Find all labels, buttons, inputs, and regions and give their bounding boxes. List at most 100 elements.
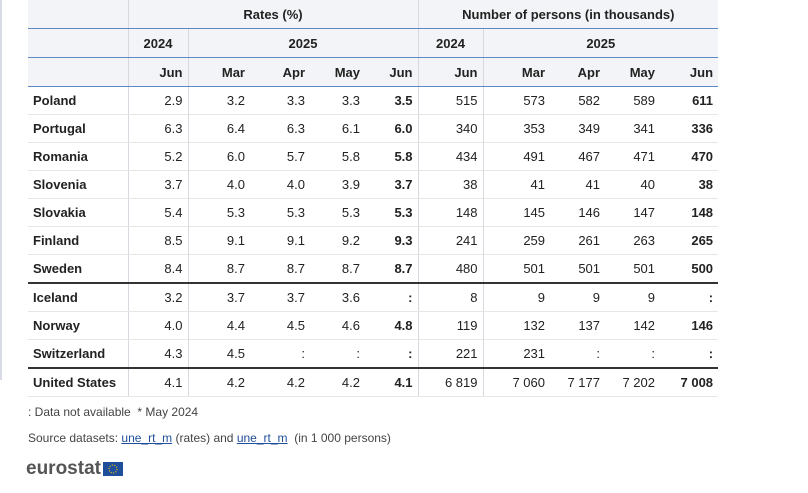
table-cell: 7 008 bbox=[660, 367, 719, 397]
table-cell: 4.3 bbox=[127, 339, 188, 369]
table-cell: 3.7 bbox=[250, 282, 310, 312]
table-cell: : bbox=[250, 339, 310, 369]
table-cell: 8.5 bbox=[127, 226, 188, 255]
table-cell: 8.7 bbox=[310, 254, 365, 284]
table-cell: 7 060 bbox=[482, 367, 551, 397]
corner-cell bbox=[28, 57, 128, 87]
table-cell: 241 bbox=[417, 226, 484, 255]
row-label: Finland bbox=[28, 226, 128, 255]
table-cell: 148 bbox=[417, 198, 484, 227]
source-text: (rates) and bbox=[175, 431, 234, 445]
group-header: Rates (%) bbox=[127, 0, 419, 29]
table-cell: 41 bbox=[482, 170, 551, 199]
table-cell: 611 bbox=[660, 86, 719, 115]
table-cell: 8.7 bbox=[250, 254, 310, 284]
table-cell: 9 bbox=[482, 282, 551, 312]
table-cell: 4.1 bbox=[127, 367, 188, 397]
table-cell: 3.3 bbox=[310, 86, 365, 115]
table-cell: 5.7 bbox=[250, 142, 310, 171]
row-label: Romania bbox=[28, 142, 128, 171]
row-label: Slovenia bbox=[28, 170, 128, 199]
corner-cell bbox=[28, 28, 128, 58]
table-cell: 6.4 bbox=[187, 114, 250, 143]
table-cell: 3.7 bbox=[365, 170, 419, 199]
table-cell: 5.8 bbox=[310, 142, 365, 171]
table-cell: 471 bbox=[605, 142, 661, 171]
table-cell: 231 bbox=[482, 339, 551, 369]
table-cell: 8.7 bbox=[365, 254, 419, 284]
month-header: Jun bbox=[365, 57, 419, 87]
table-cell: 6.3 bbox=[127, 114, 188, 143]
dataset-link[interactable]: une_rt_m bbox=[121, 431, 173, 445]
table-cell: 9 bbox=[605, 282, 661, 312]
table-cell: 8.4 bbox=[127, 254, 188, 284]
table-cell: 4.2 bbox=[187, 367, 250, 397]
table-cell: 4.0 bbox=[187, 170, 250, 199]
table-cell: 480 bbox=[417, 254, 484, 284]
data-table: Rates (%) Number of persons (in thousands… bbox=[28, 0, 719, 397]
table-cell: 4.5 bbox=[250, 311, 310, 340]
table-cell: 8.7 bbox=[187, 254, 250, 284]
table-cell: 6.0 bbox=[365, 114, 419, 143]
table-row: Switzerland 4.3 4.5:::221 231::: bbox=[28, 339, 719, 369]
year-header: 2025 bbox=[187, 28, 419, 58]
table-cell: 3.5 bbox=[365, 86, 419, 115]
table-cell: 515 bbox=[417, 86, 484, 115]
logo: eurostat bbox=[26, 458, 123, 480]
table-cell: 261 bbox=[550, 226, 606, 255]
dataset-link[interactable]: une_rt_m bbox=[236, 431, 288, 445]
table-cell: 470 bbox=[660, 142, 719, 171]
table-cell: 5.3 bbox=[365, 198, 419, 227]
table-row: United States 4.1 4.2 4.2 4.2 4.1 6 819 7 060 7 … bbox=[28, 367, 719, 397]
table-cell: 147 bbox=[605, 198, 661, 227]
table-cell: 353 bbox=[482, 114, 551, 143]
row-label: Portugal bbox=[28, 114, 128, 143]
table-cell: 38 bbox=[417, 170, 484, 199]
month-header: Jun bbox=[127, 57, 188, 87]
month-header: Apr bbox=[250, 57, 310, 87]
table-cell: 4.1 bbox=[365, 367, 419, 397]
table-cell: 3.3 bbox=[250, 86, 310, 115]
header-row: Jun Mar Apr May Jun Jun Mar Apr May Jun bbox=[28, 57, 719, 87]
month-header: Jun bbox=[417, 57, 484, 87]
table-cell: 573 bbox=[482, 86, 551, 115]
month-header: May bbox=[310, 57, 365, 87]
table-cell: 6 819 bbox=[417, 367, 484, 397]
table-row: Romania 5.2 6.0 5.7 5.8 5.8 434 491 467 471 470 bbox=[28, 142, 719, 171]
table-cell: 9.2 bbox=[310, 226, 365, 255]
table-cell: : bbox=[310, 339, 365, 369]
table-cell: 9.3 bbox=[365, 226, 419, 255]
header-row: 2024 2025 2024 2025 bbox=[28, 28, 719, 58]
table-cell: : bbox=[660, 282, 719, 312]
table-cell: 5.3 bbox=[187, 198, 250, 227]
table-cell: 340 bbox=[417, 114, 484, 143]
table-cell: 3.7 bbox=[127, 170, 188, 199]
footer: : Data not available * May 2024 Source d… bbox=[28, 405, 391, 457]
table-cell: 5.3 bbox=[250, 198, 310, 227]
row-label: United States bbox=[28, 367, 128, 397]
table-cell: 5.8 bbox=[365, 142, 419, 171]
table-cell: 146 bbox=[550, 198, 606, 227]
year-header: 2025 bbox=[482, 28, 719, 58]
row-label: Sweden bbox=[28, 254, 128, 284]
table-cell: 146 bbox=[660, 311, 719, 340]
table-row: Portugal 6.3 6.4 6.3 6.1 6.0 340 353 349 341 336 bbox=[28, 114, 719, 143]
month-header: Apr bbox=[550, 57, 606, 87]
table-cell: 5.2 bbox=[127, 142, 188, 171]
table-row: Sweden 8.4 8.7 8.7 8.7 8.7 480 501 501 501 500 bbox=[28, 254, 719, 284]
table-cell: 5.3 bbox=[310, 198, 365, 227]
table-cell: 4.0 bbox=[127, 311, 188, 340]
table-cell: 9.1 bbox=[187, 226, 250, 255]
table-cell: 467 bbox=[550, 142, 606, 171]
table-cell: 349 bbox=[550, 114, 606, 143]
table-cell: : bbox=[605, 339, 661, 369]
month-header: Mar bbox=[187, 57, 250, 87]
table-cell: 3.2 bbox=[127, 282, 188, 312]
source-text: (in 1 000 persons) bbox=[294, 431, 391, 445]
logo-text: eurostat bbox=[26, 458, 101, 479]
year-header: 2024 bbox=[127, 28, 188, 58]
row-label: Slovakia bbox=[28, 198, 128, 227]
table-cell: 5.4 bbox=[127, 198, 188, 227]
table-cell: 41 bbox=[550, 170, 606, 199]
